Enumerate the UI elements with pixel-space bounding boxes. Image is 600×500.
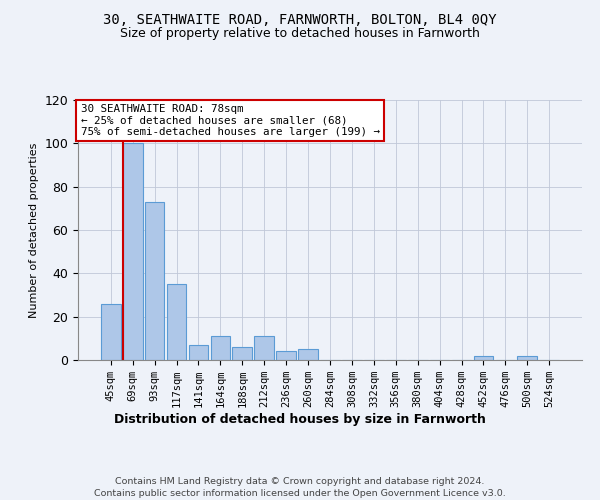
Text: Size of property relative to detached houses in Farnworth: Size of property relative to detached ho… [120, 28, 480, 40]
Bar [232, 347, 252, 360]
Text: Contains public sector information licensed under the Open Government Licence v3: Contains public sector information licen… [94, 489, 506, 498]
Y-axis label: Number of detached properties: Number of detached properties [29, 142, 39, 318]
Bar [473, 356, 493, 360]
Bar [101, 304, 121, 360]
Bar [211, 336, 230, 360]
Bar [123, 144, 143, 360]
Bar [167, 284, 187, 360]
Bar [276, 352, 296, 360]
Text: Distribution of detached houses by size in Farnworth: Distribution of detached houses by size … [114, 412, 486, 426]
Bar [517, 356, 537, 360]
Bar [298, 349, 318, 360]
Text: 30 SEATHWAITE ROAD: 78sqm
← 25% of detached houses are smaller (68)
75% of semi-: 30 SEATHWAITE ROAD: 78sqm ← 25% of detac… [80, 104, 380, 137]
Bar [145, 202, 164, 360]
Text: Contains HM Land Registry data © Crown copyright and database right 2024.: Contains HM Land Registry data © Crown c… [115, 478, 485, 486]
Text: 30, SEATHWAITE ROAD, FARNWORTH, BOLTON, BL4 0QY: 30, SEATHWAITE ROAD, FARNWORTH, BOLTON, … [103, 12, 497, 26]
Bar [254, 336, 274, 360]
Bar [188, 345, 208, 360]
